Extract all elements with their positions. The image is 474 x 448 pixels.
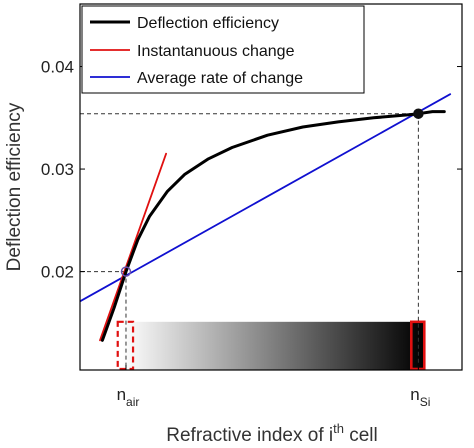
- x-tick-label-air: nair: [117, 385, 140, 409]
- legend: Deflection efficiency Instantanuous chan…: [81, 5, 365, 94]
- legend-label-deflection-efficiency: Deflection efficiency: [137, 15, 279, 32]
- si-cell-box: [410, 320, 426, 370]
- x-tick-label-si: nSi: [410, 385, 430, 409]
- y-tick-label-2: 0.04: [41, 58, 74, 77]
- x-axis-title: Refractive index of ith cell: [166, 421, 378, 446]
- legend-label-instantanuous-change: Instantanuous change: [137, 43, 295, 60]
- deflection-efficiency-curve: [100, 110, 446, 342]
- y-tick-label-0: 0.02: [41, 263, 74, 282]
- y-axis-title: Deflection efficiency: [4, 102, 25, 271]
- y-tick-label-1: 0.03: [41, 160, 74, 179]
- average-rate-of-change-line: [80, 93, 452, 303]
- plot-frame: [79, 3, 463, 371]
- legend-label-average-rate-of-change: Average rate of change: [137, 70, 303, 87]
- air-cell-box: [116, 320, 135, 370]
- instantanuous-change-line: [99, 152, 168, 342]
- air-point-marker: [120, 266, 132, 277]
- si-point-marker: [413, 108, 424, 119]
- gradient-bar: [122, 321, 424, 370]
